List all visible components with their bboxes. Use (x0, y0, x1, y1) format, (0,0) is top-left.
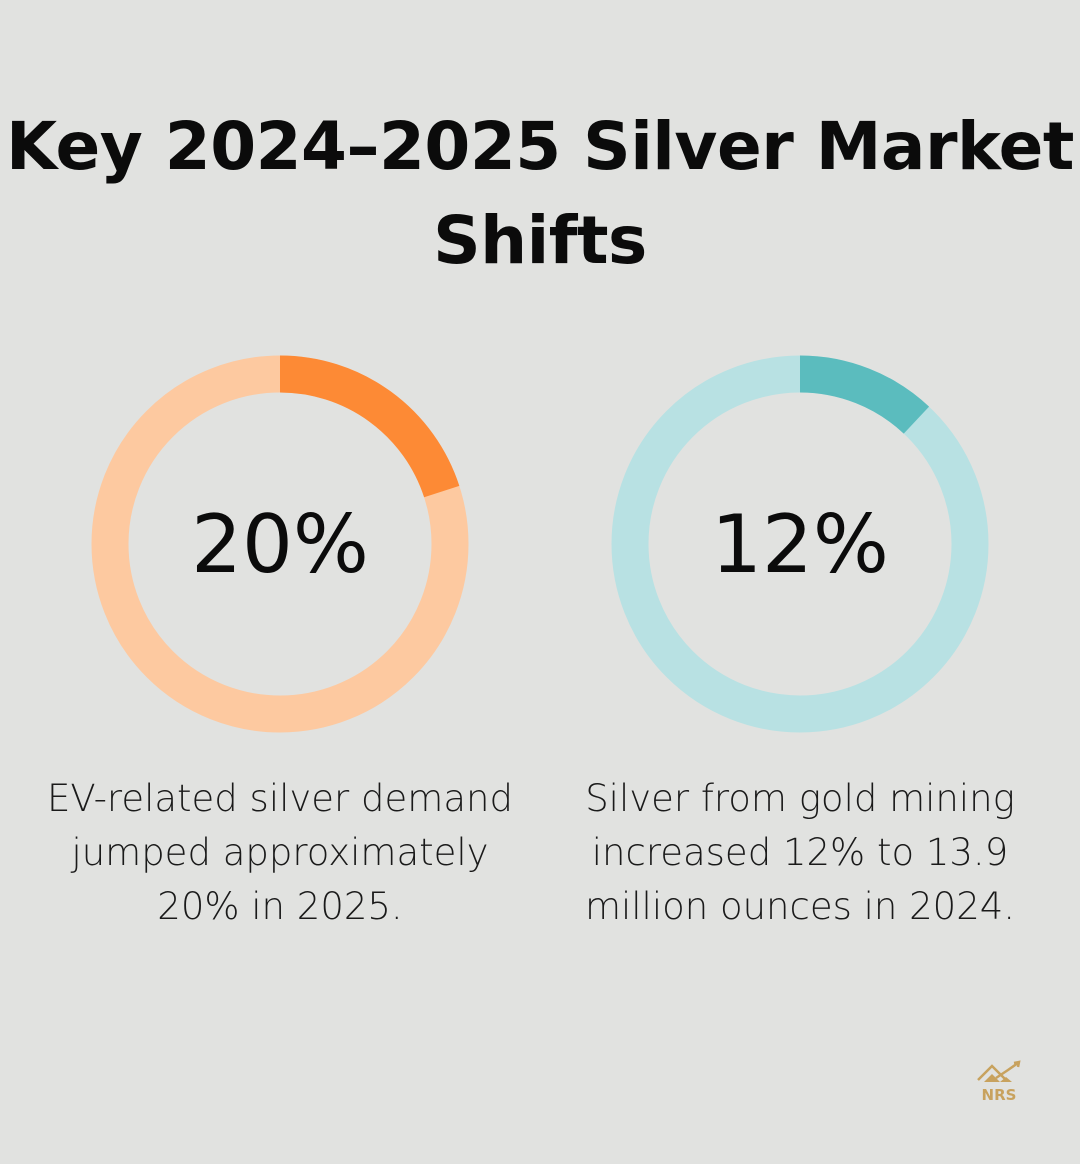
donut-svg (91, 355, 469, 733)
logo-mountain-icon: NRS (977, 1060, 1021, 1104)
donut-chart-gold-mining: 12% (611, 355, 989, 733)
caption-gold-mining: Silver from gold mining increased 12% to… (584, 777, 1016, 928)
donut-chart-ev-demand: 20% (91, 355, 469, 733)
donut-value-label: 20% (191, 497, 369, 591)
donut-value-arc (91, 355, 469, 733)
page-title: Key 2024–2025 Silver Market Shifts (6, 108, 1074, 279)
donut-value-arc (611, 355, 989, 733)
caption-ev-demand: EV-related silver demand jumped approxim… (47, 777, 513, 928)
donut-value-label: 12% (711, 497, 889, 591)
donut-svg (611, 355, 989, 733)
svg-text:NRS: NRS (982, 1086, 1017, 1104)
nrs-logo: NRS (972, 1060, 1026, 1104)
